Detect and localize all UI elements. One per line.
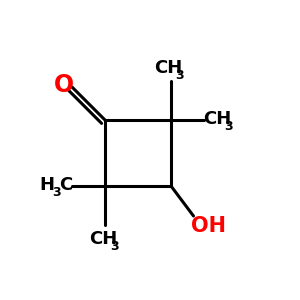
Text: CH: CH	[154, 58, 182, 76]
Text: CH: CH	[89, 230, 118, 247]
Text: 3: 3	[111, 239, 119, 253]
Text: H: H	[39, 176, 54, 194]
Text: 3: 3	[225, 119, 233, 133]
Text: 3: 3	[175, 68, 184, 82]
Text: OH: OH	[191, 217, 226, 236]
Text: O: O	[54, 73, 74, 97]
Text: CH: CH	[203, 110, 232, 128]
Text: C: C	[59, 176, 73, 194]
Text: 3: 3	[52, 185, 60, 199]
